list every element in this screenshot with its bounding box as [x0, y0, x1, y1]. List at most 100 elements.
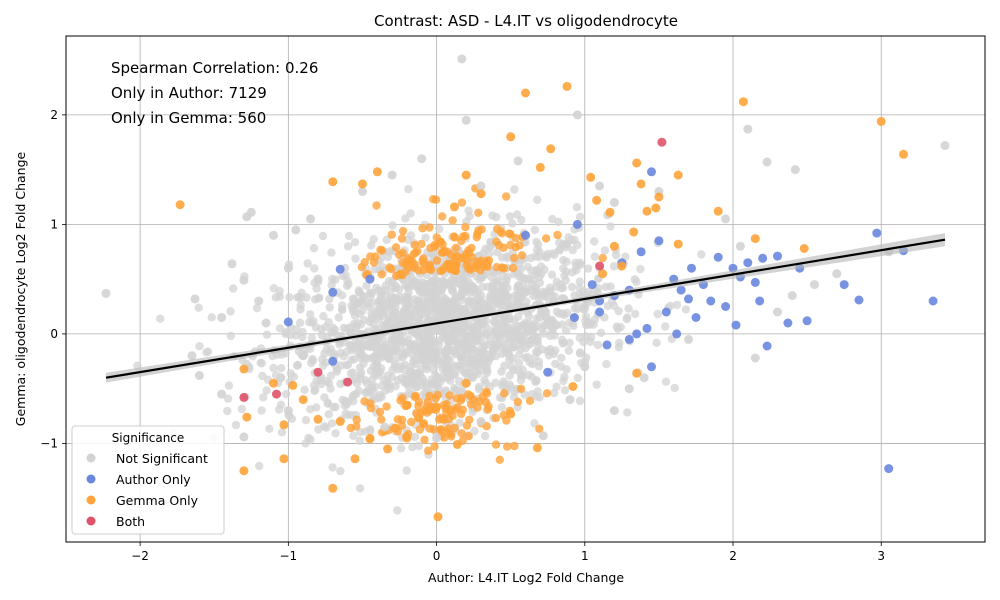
stats-annotations: Spearman Correlation: 0.26 Only in Autho…	[111, 59, 318, 127]
point-not-significant	[762, 157, 772, 167]
cloud-point	[452, 362, 461, 371]
cloud-point	[456, 353, 466, 362]
cloud-point-gemma	[377, 270, 386, 279]
point-author-only	[687, 263, 696, 273]
cloud-point-gemma	[525, 396, 535, 405]
cloud-point	[614, 306, 623, 316]
cloud-point	[384, 379, 394, 389]
cloud-point	[518, 320, 527, 330]
cloud-point	[231, 420, 241, 430]
point-gemma-only	[532, 443, 542, 453]
cloud-point	[482, 330, 491, 340]
cloud-point	[560, 386, 570, 395]
cloud-point-gemma	[397, 234, 407, 243]
cloud-point	[622, 314, 631, 324]
cloud-point	[424, 316, 433, 325]
cloud-point	[318, 231, 328, 241]
cloud-point	[349, 431, 358, 440]
legend-label-both: Both	[116, 514, 145, 529]
cloud-point	[362, 281, 371, 290]
point-author-only	[755, 296, 765, 306]
point-gemma-only	[876, 116, 886, 126]
cloud-point-gemma	[404, 256, 413, 265]
cloud-point	[331, 402, 340, 412]
cloud-point	[381, 342, 390, 352]
cloud-point	[323, 399, 332, 408]
cloud-point-gemma	[387, 230, 396, 239]
point-gemma-only	[546, 144, 556, 154]
cloud-point-gemma	[475, 260, 484, 269]
cloud-point	[485, 293, 494, 303]
fit-line	[105, 238, 946, 379]
point-gemma-only	[673, 239, 683, 249]
cloud-point	[514, 268, 523, 278]
cloud-point	[357, 350, 366, 359]
cloud-point	[357, 368, 366, 377]
cloud-point	[277, 364, 286, 373]
cloud-point-gemma	[438, 265, 447, 275]
cloud-point	[294, 292, 304, 302]
plot-frame	[65, 35, 986, 543]
cloud-point	[357, 296, 367, 305]
cloud-point	[397, 444, 406, 453]
cloud-point	[552, 382, 561, 391]
cloud-point	[394, 353, 403, 362]
point-not-significant	[387, 170, 397, 180]
cloud-point	[573, 373, 582, 383]
point-both	[272, 389, 281, 399]
cloud-point-gemma	[502, 192, 511, 201]
x-tick-label: 2	[729, 549, 737, 563]
point-gemma-only	[535, 162, 545, 172]
cloud-point	[590, 237, 599, 246]
point-author-only	[872, 228, 882, 238]
x-tick-label: 3	[877, 549, 885, 563]
point-not-significant	[432, 433, 442, 443]
cloud-point	[572, 262, 581, 271]
cloud-point	[508, 219, 517, 228]
cloud-point-gemma	[467, 253, 477, 262]
cloud-point	[533, 340, 542, 349]
cloud-point	[586, 332, 596, 342]
cloud-point	[327, 248, 336, 257]
cloud-point	[514, 281, 523, 290]
cloud-point	[515, 259, 524, 268]
cloud-point-gemma	[511, 242, 520, 252]
cloud-point	[661, 322, 670, 331]
point-not-significant	[239, 275, 249, 285]
point-not-significant	[565, 395, 575, 405]
point-both	[313, 367, 323, 377]
cloud-point-gemma	[425, 223, 434, 232]
cloud-point-gemma	[506, 229, 515, 239]
cloud-point	[602, 360, 611, 369]
point-not-significant	[832, 269, 842, 279]
cloud-point	[469, 284, 479, 293]
cloud-point	[375, 390, 385, 400]
cloud-point	[510, 387, 519, 396]
cloud-point	[317, 380, 326, 389]
cloud-point-gemma	[413, 247, 422, 256]
cloud-point	[393, 506, 402, 515]
cloud-point	[406, 309, 415, 318]
point-gemma-only	[452, 440, 462, 449]
x-tick-label: −2	[131, 549, 149, 563]
cloud-point	[309, 316, 318, 326]
cloud-point	[328, 463, 337, 472]
cloud-point-gemma	[385, 263, 394, 272]
point-gemma-only	[372, 167, 382, 177]
cloud-point	[561, 276, 570, 285]
cloud-point	[455, 377, 464, 386]
cloud-point-gemma	[492, 237, 501, 246]
point-gemma-only	[609, 241, 619, 251]
cloud-point	[325, 294, 334, 304]
cloud-point-gemma	[448, 216, 457, 225]
cloud-point	[542, 253, 551, 262]
cloud-point	[373, 346, 382, 355]
cloud-point	[286, 330, 295, 340]
cloud-point-gemma	[472, 233, 481, 242]
cloud-point	[406, 375, 415, 384]
cloud-point-gemma	[443, 247, 452, 256]
cloud-point	[296, 305, 305, 314]
cloud-point	[343, 242, 353, 251]
cloud-point-gemma	[442, 427, 451, 436]
cloud-point	[532, 245, 542, 255]
